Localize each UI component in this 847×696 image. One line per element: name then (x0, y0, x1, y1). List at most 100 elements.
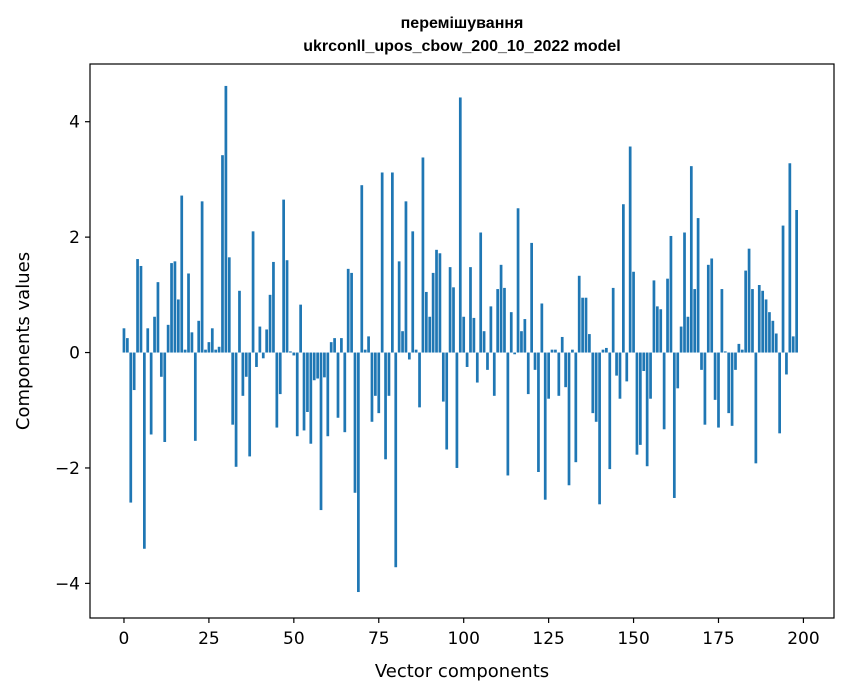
bar-68 (353, 352, 357, 493)
bar-66 (346, 268, 350, 353)
chart-title-line2: ukrconll_upos_cbow_200_10_2022 model (303, 38, 620, 55)
bar-103 (472, 317, 476, 353)
bar-142 (605, 347, 608, 353)
bar-22 (197, 320, 201, 353)
bar-81 (397, 261, 401, 353)
plot-frame (89, 63, 835, 619)
bar-11 (159, 352, 163, 377)
bar-175 (717, 352, 720, 428)
bar-74 (374, 352, 377, 396)
y-tick-label: 2 (69, 228, 80, 248)
bar-154 (645, 352, 649, 467)
bar-192 (774, 333, 778, 353)
bar-157 (655, 306, 659, 353)
bar-17 (180, 195, 184, 353)
bar-119 (526, 352, 530, 395)
bar-67 (350, 272, 353, 353)
bar-163 (676, 352, 680, 389)
bar-185 (751, 289, 754, 353)
bar-166 (686, 316, 690, 353)
bar-184 (747, 248, 751, 353)
bar-5 (139, 265, 143, 353)
bar-40 (258, 326, 262, 353)
bar-188 (761, 290, 765, 353)
bar-173 (710, 258, 714, 353)
bar-15 (173, 261, 177, 353)
bar-4 (136, 259, 139, 353)
bar-71 (363, 349, 367, 353)
bar-24 (204, 349, 207, 353)
x-tick-label: 75 (368, 629, 390, 649)
bar-110 (496, 289, 500, 353)
bar-108 (489, 306, 493, 353)
bar-178 (727, 352, 731, 414)
bar-69 (357, 352, 360, 593)
x-tick-label: 25 (198, 629, 220, 649)
bar-120 (530, 242, 533, 353)
bar-176 (720, 289, 724, 353)
bar-159 (662, 352, 666, 430)
bar-126 (550, 349, 554, 353)
bar-190 (768, 312, 771, 353)
bar-183 (744, 270, 748, 353)
bar-41 (261, 352, 265, 359)
bar-94 (441, 352, 445, 402)
bar-1 (126, 338, 129, 353)
bar-36 (244, 352, 248, 377)
chart-title-line1: перемішування (401, 15, 524, 32)
bar-54 (306, 352, 309, 412)
bar-89 (424, 291, 428, 353)
bar-113 (506, 352, 510, 476)
bar-149 (628, 146, 632, 353)
bar-177 (723, 351, 727, 353)
x-tick-label: 200 (787, 629, 819, 649)
bar-165 (683, 232, 686, 353)
x-tick-label: 150 (617, 629, 649, 649)
bar-172 (706, 264, 710, 353)
bar-105 (479, 232, 483, 353)
bar-37 (248, 352, 252, 457)
bar-128 (557, 352, 561, 396)
bar-171 (703, 352, 707, 425)
bar-150 (632, 271, 635, 353)
bar-33 (234, 352, 238, 467)
bar-143 (608, 352, 612, 470)
bar-139 (594, 352, 598, 422)
bar-102 (469, 267, 472, 353)
bar-84 (407, 352, 411, 360)
bar-131 (567, 352, 571, 486)
bar-44 (272, 261, 275, 353)
bar-2 (129, 352, 133, 503)
bar-83 (404, 201, 408, 353)
bar-85 (411, 231, 415, 353)
bar-97 (452, 287, 455, 353)
bar-25 (207, 342, 211, 353)
bar-100 (462, 316, 466, 353)
bar-145 (615, 352, 618, 376)
bar-127 (554, 349, 557, 353)
bar-50 (292, 352, 296, 356)
bar-141 (601, 349, 605, 353)
bar-93 (438, 253, 442, 353)
bar-18 (183, 349, 187, 353)
bar-9 (153, 316, 156, 353)
bar-29 (221, 155, 224, 353)
x-axis-label: Vector components (375, 661, 549, 682)
bar-47 (282, 199, 285, 353)
bar-160 (666, 278, 669, 353)
bar-8 (149, 352, 153, 435)
bar-195 (785, 352, 788, 375)
bar-49 (289, 351, 292, 353)
bar-116 (516, 208, 520, 353)
bar-53 (302, 352, 306, 431)
bar-136 (584, 297, 588, 353)
bar-21 (193, 352, 197, 441)
bar-169 (696, 218, 700, 353)
bar-92 (435, 249, 438, 353)
bar-90 (428, 316, 432, 353)
bar-70 (360, 185, 364, 353)
bar-20 (190, 332, 194, 353)
bar-196 (788, 163, 792, 353)
bar-191 (771, 320, 775, 353)
